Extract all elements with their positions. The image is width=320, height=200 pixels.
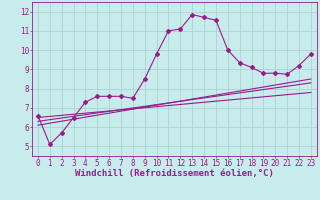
X-axis label: Windchill (Refroidissement éolien,°C): Windchill (Refroidissement éolien,°C) bbox=[75, 169, 274, 178]
